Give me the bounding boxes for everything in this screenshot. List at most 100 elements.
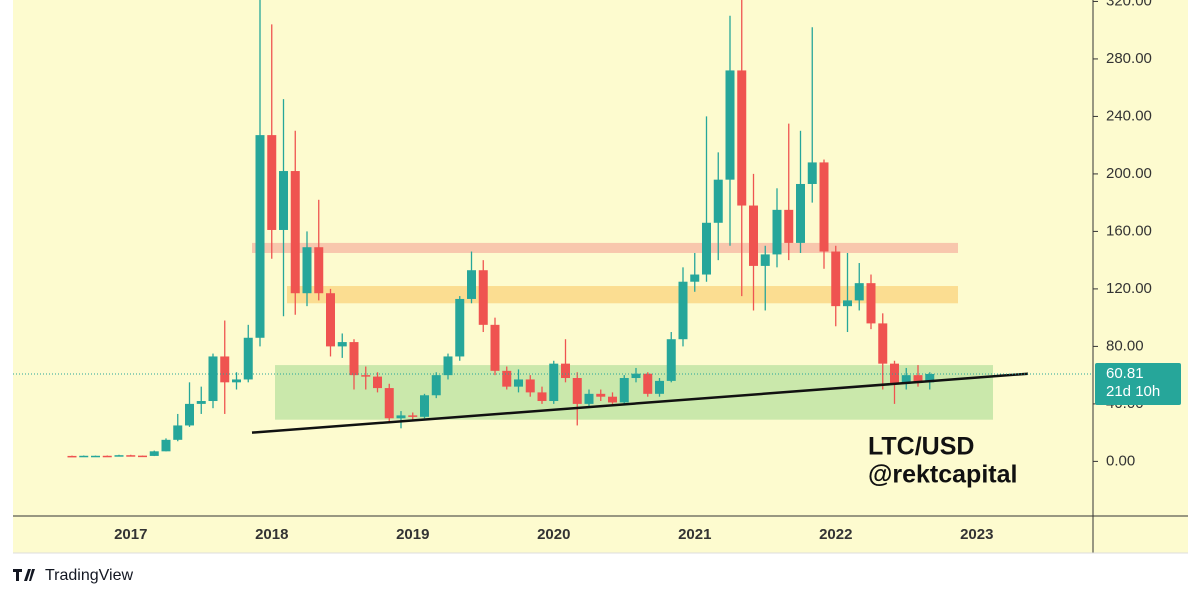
candle-body — [866, 283, 876, 324]
candle-body — [702, 222, 711, 275]
y-tick-label: 120.00 — [1106, 280, 1152, 297]
candle-body — [831, 251, 841, 307]
candle-body — [196, 401, 206, 404]
candle-body — [772, 209, 782, 255]
candle-body — [596, 393, 606, 397]
candle-body — [361, 375, 371, 377]
logo — [13, 569, 35, 581]
candle-body — [396, 415, 406, 419]
y-tick-label: 280.00 — [1106, 50, 1152, 67]
price-box — [1095, 362, 1181, 405]
candle-body — [549, 363, 559, 402]
candle-body — [337, 342, 347, 347]
candle-body — [220, 356, 230, 383]
candle-body — [749, 205, 758, 266]
x-tick-label: 2019 — [396, 526, 429, 543]
candle-body — [608, 396, 617, 403]
x-tick-label: 2018 — [255, 526, 288, 543]
footer: TradingView — [45, 567, 133, 584]
candle-body — [208, 356, 218, 402]
countdown: 21d 10h — [1106, 383, 1160, 400]
annotation: LTC/USD — [868, 433, 974, 461]
candle-body — [185, 403, 194, 426]
candle-body — [232, 379, 241, 383]
candle-body — [666, 339, 676, 381]
candle-body — [690, 274, 700, 282]
candle-body — [655, 380, 664, 394]
candle-body — [314, 247, 324, 294]
candle-body — [114, 455, 124, 457]
zone — [252, 242, 958, 253]
candle-body — [79, 455, 89, 458]
candle-body — [255, 135, 265, 338]
candle-body — [819, 162, 829, 252]
candle-body — [843, 300, 852, 307]
y-tick-label: 200.00 — [1106, 165, 1152, 182]
candle-body — [678, 281, 688, 340]
annotation: @rektcapital — [868, 461, 1017, 489]
candle-body — [91, 455, 100, 458]
candle-body — [537, 392, 547, 402]
candle-body — [878, 323, 888, 364]
y-tick-label: 320.00 — [1106, 0, 1152, 9]
candle-body — [173, 425, 183, 440]
candle-body — [420, 395, 429, 417]
candle-body — [760, 254, 770, 266]
background — [0, 0, 1200, 553]
y-tick-label: 240.00 — [1106, 107, 1152, 124]
candle-body — [619, 378, 629, 403]
candle-body — [67, 455, 77, 458]
candle-body — [490, 324, 500, 371]
x-tick-label: 2023 — [960, 526, 993, 543]
candle-body — [854, 283, 864, 301]
candle-body — [349, 342, 359, 376]
y-tick-label: 80.00 — [1106, 337, 1144, 354]
candle-body — [384, 388, 394, 419]
candle-body — [514, 379, 523, 387]
candle-body — [913, 375, 923, 383]
candle-body — [584, 393, 594, 404]
y-tick-label: 160.00 — [1106, 222, 1152, 239]
candle-body — [408, 415, 418, 417]
candle-body — [784, 209, 794, 243]
candle-body — [326, 293, 335, 347]
candle-body — [737, 70, 747, 206]
candle-body — [467, 270, 476, 299]
zone — [287, 286, 958, 304]
zone — [275, 365, 993, 420]
candle-body — [890, 363, 899, 384]
candle-body — [373, 376, 382, 389]
x-tick-label: 2021 — [678, 526, 711, 543]
candle-body — [807, 162, 817, 184]
candle-body — [443, 356, 453, 376]
candle-body — [138, 455, 147, 458]
candle-body — [925, 373, 935, 383]
candle-body — [431, 375, 441, 396]
candle-body — [713, 179, 723, 223]
candle-body — [126, 455, 136, 457]
price-label: 60.81 — [1106, 365, 1144, 382]
y-tick-label: 0.00 — [1106, 452, 1135, 469]
candle-body — [796, 183, 805, 243]
candle-body — [901, 375, 911, 384]
candle-body — [279, 171, 288, 230]
candle-body — [502, 370, 512, 387]
x-tick-label: 2017 — [114, 526, 147, 543]
candle-body — [102, 455, 112, 458]
candle-body — [267, 135, 277, 230]
x-tick-label: 2020 — [537, 526, 570, 543]
candle-body — [572, 378, 582, 404]
candle-body — [161, 439, 171, 452]
candle-body — [478, 270, 488, 325]
candle-body — [149, 451, 159, 456]
candle-body — [243, 337, 253, 380]
candle-body — [525, 379, 535, 393]
candle-body — [302, 247, 312, 294]
candle-body — [725, 70, 735, 180]
right-margin — [1188, 0, 1200, 553]
x-tick-label: 2022 — [819, 526, 852, 543]
candle-body — [561, 363, 570, 379]
trendline — [251, 372, 1029, 434]
